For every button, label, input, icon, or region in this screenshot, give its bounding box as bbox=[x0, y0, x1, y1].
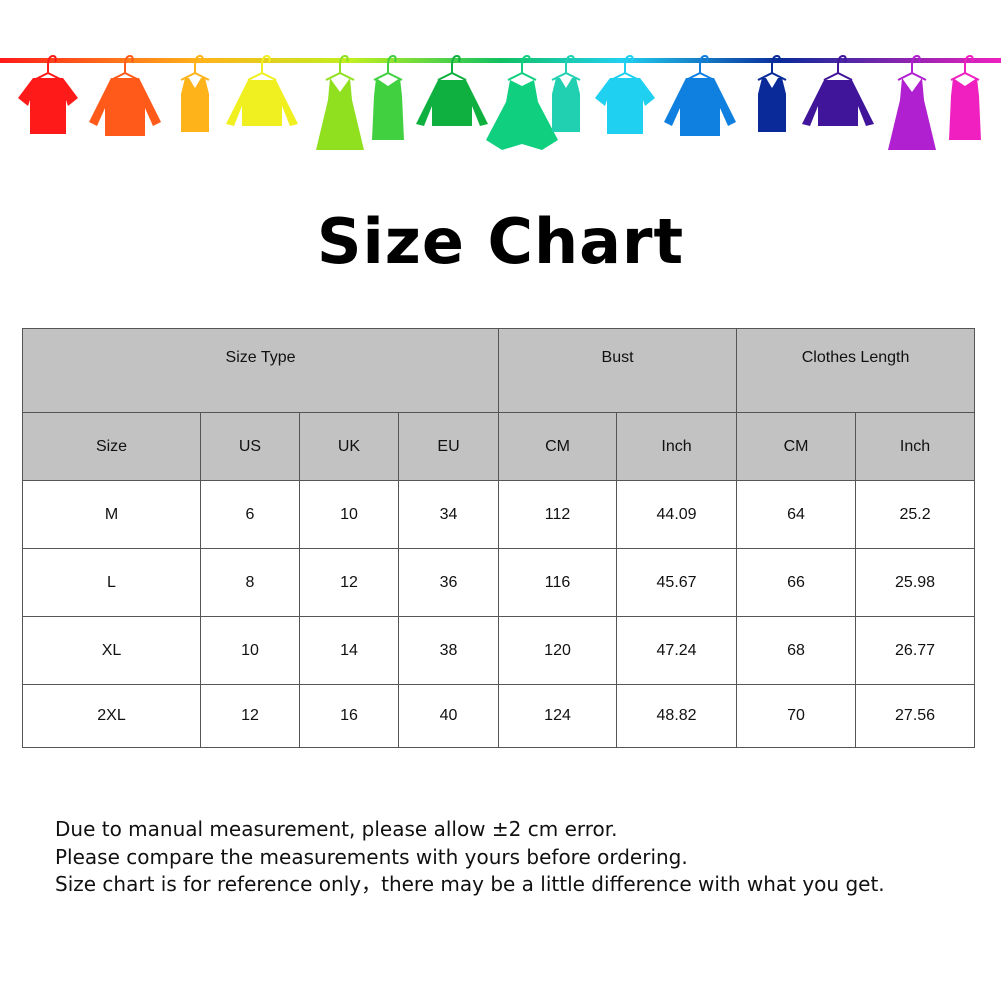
hanger-icon bbox=[685, 54, 715, 81]
group-header-size-type: Size Type bbox=[21, 328, 500, 413]
garment-icon bbox=[758, 78, 786, 132]
column-header: Size bbox=[22, 412, 201, 481]
column-header-row: Size US UK EU CM Inch CM Inch bbox=[22, 412, 976, 481]
note-line: Please compare the measurements with you… bbox=[55, 844, 688, 869]
column-header: CM bbox=[736, 412, 857, 481]
table-cell: M bbox=[22, 480, 201, 549]
table-cell: 12 bbox=[200, 684, 300, 748]
table-cell: 36 bbox=[397, 548, 500, 617]
garment-icon bbox=[595, 78, 655, 134]
hanger-icon bbox=[757, 54, 787, 81]
table-cell: 112 bbox=[498, 480, 618, 549]
group-header-bust: Bust bbox=[498, 328, 738, 413]
table-cell: L bbox=[22, 548, 201, 617]
table-row: 2XL 12 16 40 124 48.82 70 27.56 bbox=[22, 684, 976, 748]
table-row: XL 10 14 38 120 47.24 68 26.77 bbox=[22, 616, 976, 685]
group-header-row: Size Type Bust Clothes Length bbox=[21, 328, 976, 413]
table-cell: 6 bbox=[200, 480, 300, 549]
table-cell: 2XL bbox=[22, 684, 201, 748]
table-cell: 16 bbox=[299, 684, 399, 748]
table-cell: 14 bbox=[299, 616, 399, 685]
table-cell: 27.56 bbox=[855, 684, 976, 748]
hanger-icon bbox=[950, 54, 980, 81]
table-cell: 8 bbox=[200, 548, 300, 617]
group-header-clothes-length: Clothes Length bbox=[736, 328, 976, 413]
notes: Due to manual measurement, please allow … bbox=[55, 816, 885, 899]
hanger-icon bbox=[325, 54, 355, 81]
table-cell: 26.77 bbox=[855, 616, 976, 685]
garment-icon bbox=[802, 80, 874, 126]
hanger-icon bbox=[110, 54, 140, 81]
table-cell: 66 bbox=[736, 548, 857, 617]
hanger-icon bbox=[33, 54, 63, 81]
hanger-icon bbox=[610, 54, 640, 81]
column-header: Inch bbox=[616, 412, 738, 481]
table-cell: 25.2 bbox=[855, 480, 976, 549]
garment-icon bbox=[89, 78, 161, 136]
table-cell: 38 bbox=[397, 616, 500, 685]
clothes-rail-banner bbox=[0, 54, 1001, 150]
table-cell: 120 bbox=[498, 616, 618, 685]
hanger-icon bbox=[247, 54, 277, 81]
hanger-icon bbox=[437, 54, 467, 81]
table-cell: 64 bbox=[736, 480, 857, 549]
table-cell: 25.98 bbox=[855, 548, 976, 617]
garment-icon bbox=[949, 78, 981, 140]
table-cell: 10 bbox=[200, 616, 300, 685]
garment-icon bbox=[18, 78, 78, 134]
column-header: Inch bbox=[855, 412, 976, 481]
page-title: Size Chart bbox=[316, 205, 685, 278]
table-cell: 34 bbox=[397, 480, 500, 549]
table-cell: 48.82 bbox=[616, 684, 738, 748]
table-cell: 10 bbox=[299, 480, 399, 549]
garment-icon bbox=[316, 78, 364, 150]
garment-icon bbox=[552, 78, 580, 132]
column-header: US bbox=[200, 412, 300, 481]
size-table: Size Type Bust Clothes Length Size US UK… bbox=[21, 328, 976, 748]
table-cell: 40 bbox=[397, 684, 500, 748]
table-cell: 68 bbox=[736, 616, 857, 685]
column-header: UK bbox=[299, 412, 399, 481]
table-cell: 44.09 bbox=[616, 480, 738, 549]
note-line: Due to manual measurement, please allow … bbox=[55, 817, 618, 841]
table-cell: 45.67 bbox=[616, 548, 738, 617]
table-cell: 47.24 bbox=[616, 616, 738, 685]
garment-icon bbox=[664, 78, 736, 136]
column-header: CM bbox=[498, 412, 618, 481]
hanger-icon bbox=[507, 54, 537, 81]
garment-icon bbox=[372, 78, 404, 140]
hanger-icon bbox=[897, 54, 927, 81]
note-line: Size chart is for reference only，there m… bbox=[55, 872, 885, 896]
column-header: EU bbox=[397, 412, 500, 481]
table-cell: XL bbox=[22, 616, 201, 685]
rail-rod bbox=[0, 58, 1001, 63]
table-cell: 124 bbox=[498, 684, 618, 748]
garment-icon bbox=[888, 78, 936, 150]
hanger-icon bbox=[823, 54, 853, 81]
table-cell: 12 bbox=[299, 548, 399, 617]
table-cell: 70 bbox=[736, 684, 857, 748]
hanger-icon bbox=[180, 54, 210, 81]
garment-icon bbox=[226, 80, 298, 126]
table-row: M 6 10 34 112 44.09 64 25.2 bbox=[22, 480, 976, 549]
garment-icon bbox=[486, 80, 558, 150]
hanger-icon bbox=[551, 54, 581, 81]
hanger-icon bbox=[373, 54, 403, 81]
garment-icon bbox=[416, 80, 488, 126]
garment-icon bbox=[181, 78, 209, 132]
table-row: L 8 12 36 116 45.67 66 25.98 bbox=[22, 548, 976, 617]
table-cell: 116 bbox=[498, 548, 618, 617]
